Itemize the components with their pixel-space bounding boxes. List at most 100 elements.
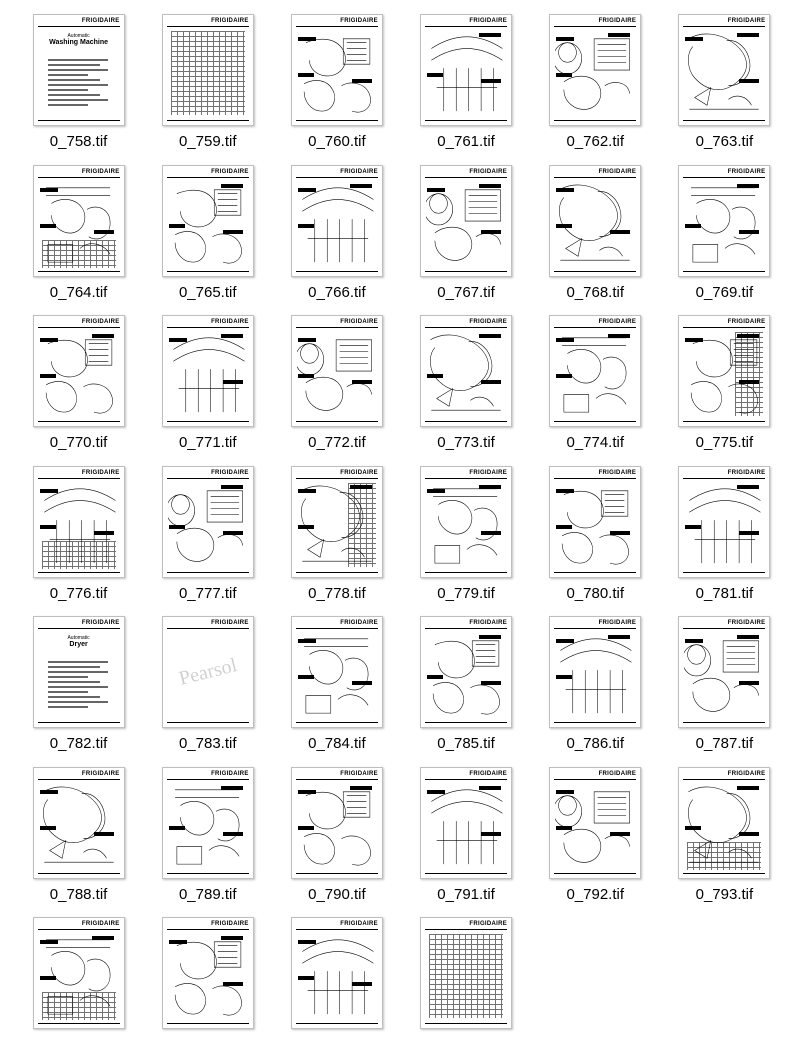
thumbnail[interactable]: FRIGIDAIRE	[420, 315, 512, 427]
label-bar	[169, 525, 185, 529]
thumbnail[interactable]: FRIGIDAIRE	[162, 767, 254, 879]
thumbnail-caption[interactable]: 0_766.tif	[308, 285, 366, 302]
header-rule	[296, 177, 378, 178]
label-bar	[427, 188, 445, 192]
thumbnail[interactable]: FRIGIDAIRE	[549, 767, 641, 879]
thumbnail-caption[interactable]: 0_760.tif	[308, 134, 366, 151]
header-rule	[167, 177, 249, 178]
thumbnail[interactable]: FRIGIDAIRE	[678, 165, 770, 277]
thumbnail-cell: FRIGIDAIRE 0_762.tif	[535, 14, 656, 151]
header-rule	[38, 177, 120, 178]
thumbnail[interactable]: FRIGIDAIRE	[162, 466, 254, 578]
thumbnail[interactable]: FRIGIDAIRE	[291, 616, 383, 728]
label-bar	[221, 786, 243, 790]
thumbnail[interactable]: FRIGIDAIRE	[678, 14, 770, 126]
thumbnail[interactable]: FRIGIDAIRE	[33, 917, 125, 1029]
thumbnail[interactable]: FRIGIDAIRE	[33, 767, 125, 879]
thumbnail[interactable]: FRIGIDAIRE	[291, 165, 383, 277]
thumbnail[interactable]: FRIGIDAIRE	[678, 616, 770, 728]
thumbnail[interactable]: FRIGIDAIRE	[549, 315, 641, 427]
thumbnail-caption[interactable]: 0_787.tif	[696, 736, 754, 753]
thumbnail-caption[interactable]: 0_772.tif	[308, 435, 366, 452]
thumbnail[interactable]: FRIGIDAIRE	[549, 14, 641, 126]
thumbnail[interactable]: FRIGIDAIRE	[420, 616, 512, 728]
thumbnail-caption[interactable]: 0_767.tif	[437, 285, 495, 302]
header-rule	[425, 327, 507, 328]
label-bar	[479, 485, 501, 489]
thumbnail-caption[interactable]: 0_774.tif	[566, 435, 624, 452]
thumbnail[interactable]: FRIGIDAIRE	[420, 466, 512, 578]
thumbnail[interactable]: FRIGIDAIRE	[33, 466, 125, 578]
thumbnail-caption[interactable]: 0_775.tif	[696, 435, 754, 452]
thumbnail[interactable]: FRIGIDAIRE	[678, 767, 770, 879]
thumbnail-caption[interactable]: 0_780.tif	[566, 586, 624, 603]
thumbnail-caption[interactable]: 0_785.tif	[437, 736, 495, 753]
thumbnail-caption[interactable]: 0_788.tif	[50, 887, 108, 904]
thumbnail-caption[interactable]: 0_764.tif	[50, 285, 108, 302]
thumbnail-caption[interactable]: 0_771.tif	[179, 435, 237, 452]
thumbnail-caption[interactable]: 0_776.tif	[50, 586, 108, 603]
thumbnail[interactable]: FRIGIDAIRE	[33, 165, 125, 277]
footer-rule	[554, 722, 636, 723]
thumbnail[interactable]: FRIGIDAIREAutomaticWashing Machine	[33, 14, 125, 126]
thumbnail-caption[interactable]: 0_793.tif	[696, 887, 754, 904]
thumbnail-cell: FRIGIDAIREAutomaticWashing Machine 0_758.…	[18, 14, 139, 151]
thumbnail[interactable]: FRIGIDAIRE	[549, 466, 641, 578]
thumbnail-caption[interactable]: 0_765.tif	[179, 285, 237, 302]
thumbnail-caption[interactable]: 0_779.tif	[437, 586, 495, 603]
thumbnail-caption[interactable]: 0_773.tif	[437, 435, 495, 452]
thumbnail[interactable]: FRIGIDAIRE	[549, 616, 641, 728]
thumbnail-caption[interactable]: 0_784.tif	[308, 736, 366, 753]
thumbnail[interactable]: FRIGIDAIRE	[162, 315, 254, 427]
header-rule	[38, 478, 120, 479]
thumbnail-caption[interactable]: 0_770.tif	[50, 435, 108, 452]
thumbnail-caption[interactable]: 0_789.tif	[179, 887, 237, 904]
thumbnail[interactable]: FRIGIDAIRE	[678, 466, 770, 578]
label-bar	[556, 675, 572, 679]
thumbnail[interactable]: FRIGIDAIRE	[420, 767, 512, 879]
thumbnail[interactable]: FRIGIDAIRE	[420, 14, 512, 126]
thumbnail[interactable]: FRIGIDAIRE	[162, 14, 254, 126]
thumbnail[interactable]: FRIGIDAIRE	[420, 917, 512, 1029]
thumbnail[interactable]: FRIGIDAIRE	[162, 165, 254, 277]
thumbnail[interactable]: FRIGIDAIRE	[549, 165, 641, 277]
diagram-art	[168, 932, 248, 1020]
thumbnail[interactable]: FRIGIDAIRE	[420, 165, 512, 277]
thumbnail[interactable]: FRIGIDAIRE	[291, 315, 383, 427]
thumbnail-caption[interactable]: 0_769.tif	[696, 285, 754, 302]
thumbnail[interactable]: FRIGIDAIRE	[291, 917, 383, 1029]
thumbnail-caption[interactable]: 0_783.tif	[179, 736, 237, 753]
thumbnail-cell: FRIGIDAIRE 0_765.tif	[147, 165, 268, 302]
thumbnail[interactable]: FRIGIDAIRE	[162, 917, 254, 1029]
thumbnail-caption[interactable]: 0_781.tif	[696, 586, 754, 603]
thumbnail[interactable]: FRIGIDAIREAutomaticDryer	[33, 616, 125, 728]
thumbnail-caption[interactable]: 0_763.tif	[696, 134, 754, 151]
label-bar	[298, 37, 316, 41]
thumbnail-caption[interactable]: 0_782.tif	[50, 736, 108, 753]
thumbnail-caption[interactable]: 0_791.tif	[437, 887, 495, 904]
thumbnail-caption[interactable]: 0_758.tif	[50, 134, 108, 151]
brand-label: FRIGIDAIRE	[728, 319, 766, 325]
footer-rule	[296, 271, 378, 272]
thumbnail[interactable]: FRIGIDAIREPearsol	[162, 616, 254, 728]
thumbnail-caption[interactable]: 0_761.tif	[437, 134, 495, 151]
thumbnail[interactable]: FRIGIDAIRE	[291, 466, 383, 578]
thumbnail-caption[interactable]: 0_759.tif	[179, 134, 237, 151]
table-block	[429, 934, 503, 1018]
thumbnail-cell: FRIGIDAIRE 0_770.tif	[18, 315, 139, 452]
thumbnail-cell: FRIGIDAIRE 0_791.tif	[405, 767, 526, 904]
label-bar	[737, 184, 759, 188]
label-bar	[223, 832, 243, 836]
thumbnail-caption[interactable]: 0_792.tif	[566, 887, 624, 904]
thumbnail[interactable]: FRIGIDAIRE	[33, 315, 125, 427]
thumbnail-caption[interactable]: 0_768.tif	[566, 285, 624, 302]
thumbnail-caption[interactable]: 0_777.tif	[179, 586, 237, 603]
thumbnail-caption[interactable]: 0_762.tif	[566, 134, 624, 151]
thumbnail[interactable]: FRIGIDAIRE	[291, 14, 383, 126]
thumbnail[interactable]: FRIGIDAIRE	[678, 315, 770, 427]
thumbnail-caption[interactable]: 0_786.tif	[566, 736, 624, 753]
label-bar	[40, 224, 56, 228]
thumbnail-caption[interactable]: 0_790.tif	[308, 887, 366, 904]
thumbnail-caption[interactable]: 0_778.tif	[308, 586, 366, 603]
thumbnail[interactable]: FRIGIDAIRE	[291, 767, 383, 879]
